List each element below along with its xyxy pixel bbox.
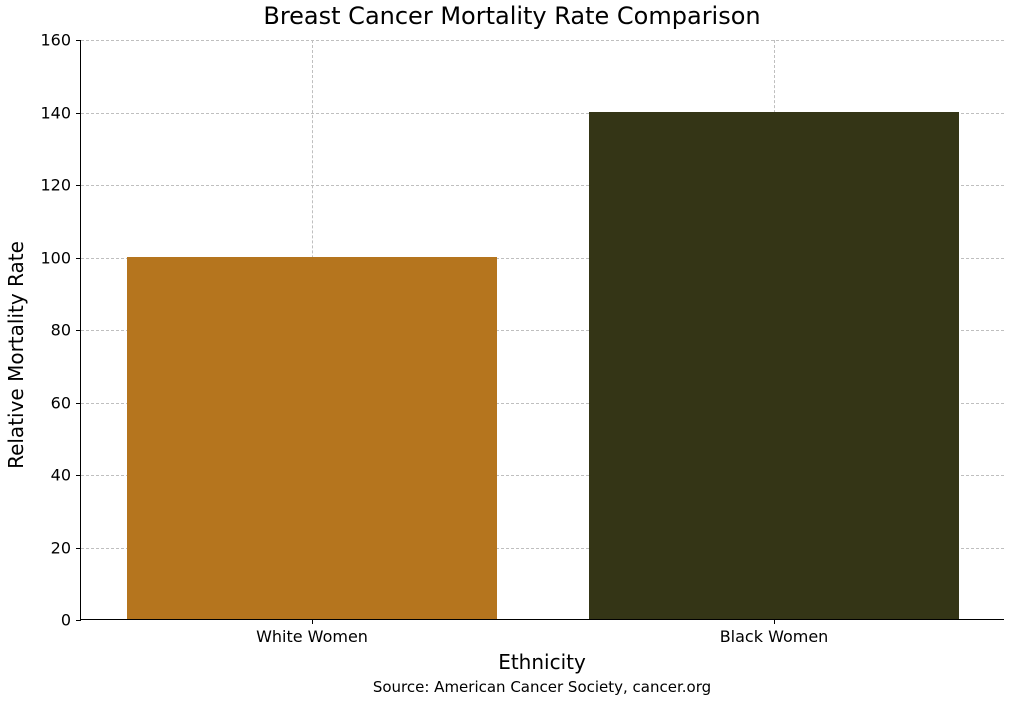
bar bbox=[589, 112, 959, 620]
chart-title: Breast Cancer Mortality Rate Comparison bbox=[0, 2, 1024, 30]
y-tick-label: 0 bbox=[61, 611, 71, 630]
plot-area: 020406080100120140160White WomenBlack Wo… bbox=[80, 40, 1004, 620]
y-tick-mark bbox=[76, 185, 81, 186]
y-tick-label: 120 bbox=[40, 176, 71, 195]
x-axis-label: Ethnicity bbox=[80, 650, 1004, 674]
y-tick-mark bbox=[76, 403, 81, 404]
bar bbox=[127, 257, 497, 620]
y-tick-label: 100 bbox=[40, 248, 71, 267]
y-tick-label: 40 bbox=[51, 466, 71, 485]
y-tick-mark bbox=[76, 475, 81, 476]
figure: Breast Cancer Mortality Rate Comparison … bbox=[0, 0, 1024, 710]
x-tick-label: Black Women bbox=[720, 627, 829, 646]
y-tick-mark bbox=[76, 113, 81, 114]
y-tick-label: 160 bbox=[40, 31, 71, 50]
y-tick-mark bbox=[76, 330, 81, 331]
y-tick-label: 20 bbox=[51, 538, 71, 557]
y-tick-mark bbox=[76, 258, 81, 259]
y-tick-label: 80 bbox=[51, 321, 71, 340]
x-tick-mark bbox=[774, 619, 775, 624]
x-tick-mark bbox=[312, 619, 313, 624]
source-caption: Source: American Cancer Society, cancer.… bbox=[80, 678, 1004, 696]
y-axis-label: Relative Mortality Rate bbox=[4, 241, 28, 469]
x-tick-label: White Women bbox=[256, 627, 368, 646]
y-tick-label: 60 bbox=[51, 393, 71, 412]
gridline-horizontal bbox=[81, 40, 1004, 41]
y-tick-mark bbox=[76, 40, 81, 41]
y-tick-mark bbox=[76, 548, 81, 549]
y-tick-label: 140 bbox=[40, 103, 71, 122]
y-tick-mark bbox=[76, 620, 81, 621]
